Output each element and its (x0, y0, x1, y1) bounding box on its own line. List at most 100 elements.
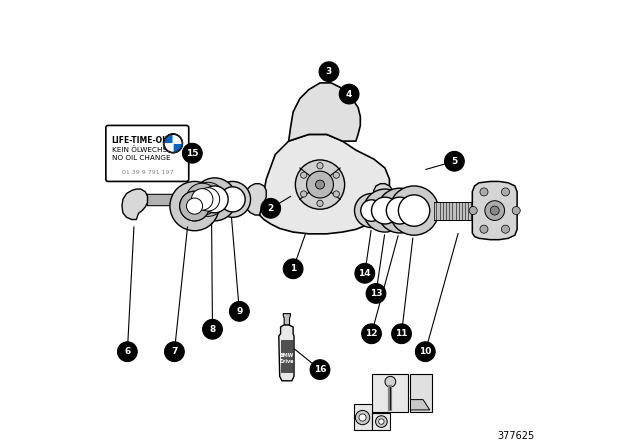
Circle shape (186, 183, 218, 215)
Circle shape (163, 134, 183, 153)
Bar (410, 374, 432, 412)
Circle shape (180, 191, 209, 221)
Text: 377625: 377625 (498, 431, 535, 441)
Text: 7: 7 (172, 347, 177, 356)
Circle shape (359, 414, 366, 421)
Circle shape (398, 195, 430, 226)
Circle shape (387, 197, 413, 224)
Circle shape (415, 342, 435, 362)
Wedge shape (173, 143, 182, 152)
Circle shape (490, 206, 499, 215)
Circle shape (469, 207, 477, 215)
Text: 12: 12 (365, 329, 378, 338)
Circle shape (220, 187, 245, 212)
Circle shape (355, 194, 388, 228)
Circle shape (379, 419, 384, 424)
Circle shape (385, 376, 396, 387)
Circle shape (203, 319, 222, 339)
Circle shape (301, 172, 307, 178)
Circle shape (480, 188, 488, 196)
Circle shape (301, 191, 307, 197)
Circle shape (378, 188, 422, 233)
Polygon shape (260, 134, 389, 234)
Circle shape (333, 172, 339, 178)
Circle shape (376, 416, 387, 427)
Text: 6: 6 (124, 347, 131, 356)
Circle shape (191, 189, 213, 210)
Text: 10: 10 (419, 347, 431, 356)
Wedge shape (173, 134, 182, 143)
Circle shape (333, 191, 339, 197)
Circle shape (485, 201, 504, 220)
Circle shape (230, 302, 249, 321)
Circle shape (389, 186, 439, 235)
Circle shape (355, 410, 370, 425)
Text: 3: 3 (326, 67, 332, 76)
Circle shape (316, 180, 324, 189)
Circle shape (502, 188, 509, 196)
Text: 16: 16 (314, 365, 326, 374)
Polygon shape (410, 400, 430, 410)
Circle shape (366, 284, 386, 303)
Text: BMW
Drive: BMW Drive (280, 353, 294, 364)
Circle shape (307, 171, 333, 198)
Circle shape (118, 342, 137, 362)
Circle shape (319, 62, 339, 82)
Circle shape (392, 324, 412, 344)
Text: 15: 15 (186, 149, 198, 158)
Text: 1: 1 (290, 264, 296, 273)
Polygon shape (284, 314, 291, 325)
Polygon shape (374, 184, 396, 215)
Polygon shape (289, 83, 360, 141)
Circle shape (164, 342, 184, 362)
Circle shape (361, 200, 382, 221)
Circle shape (191, 182, 225, 216)
Bar (372, 413, 390, 430)
Bar (372, 374, 408, 412)
Polygon shape (244, 184, 266, 215)
Text: NO OIL CHANGE: NO OIL CHANGE (112, 155, 170, 160)
Circle shape (284, 259, 303, 279)
Text: 4: 4 (346, 90, 352, 99)
Circle shape (164, 134, 182, 153)
Circle shape (180, 191, 209, 221)
Circle shape (310, 360, 330, 379)
Text: 01 39 9 791 197: 01 39 9 791 197 (122, 170, 173, 175)
Polygon shape (279, 325, 294, 381)
Text: 2: 2 (268, 204, 274, 213)
Polygon shape (472, 181, 517, 240)
Circle shape (355, 263, 374, 283)
Circle shape (186, 198, 203, 214)
Circle shape (317, 200, 323, 207)
Text: KEIN ÖLWECHSEL: KEIN ÖLWECHSEL (112, 146, 175, 153)
Circle shape (214, 181, 251, 217)
Circle shape (339, 84, 359, 104)
Circle shape (202, 186, 228, 213)
Circle shape (502, 225, 509, 233)
Wedge shape (164, 143, 173, 152)
Text: 11: 11 (396, 329, 408, 338)
Circle shape (480, 225, 488, 233)
Text: 13: 13 (370, 289, 382, 298)
Circle shape (445, 151, 464, 171)
Circle shape (182, 143, 202, 163)
Circle shape (317, 163, 323, 169)
Text: 14: 14 (358, 269, 371, 278)
Circle shape (362, 324, 381, 344)
Circle shape (372, 197, 399, 224)
Bar (280, 340, 293, 372)
Wedge shape (164, 134, 173, 143)
Text: 9: 9 (236, 307, 243, 316)
Circle shape (512, 207, 520, 215)
FancyBboxPatch shape (106, 125, 189, 181)
Circle shape (296, 160, 344, 209)
Text: LIFE-TIME-OIL: LIFE-TIME-OIL (112, 136, 170, 145)
Text: 5: 5 (451, 157, 458, 166)
Circle shape (170, 181, 219, 231)
Text: 8: 8 (209, 325, 216, 334)
Circle shape (196, 188, 220, 211)
Circle shape (261, 198, 280, 218)
Circle shape (364, 189, 406, 232)
Bar (353, 404, 371, 430)
Circle shape (193, 178, 236, 221)
